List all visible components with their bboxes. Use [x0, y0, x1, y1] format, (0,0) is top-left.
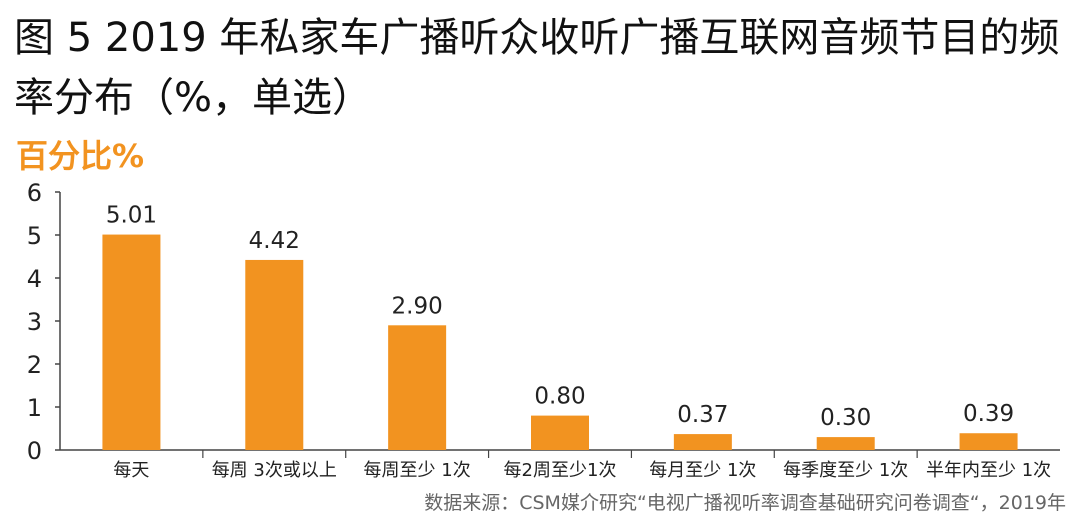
bar	[673, 434, 732, 450]
data-label: 2.90	[392, 293, 443, 319]
bar-chart: 0 1 2 3 4 5 6 5.01 每天 4.42 每周 3次或以上 2.90 每周至少 1次 0.80…	[27, 179, 1060, 481]
bar	[816, 437, 875, 450]
y-tick-label: 4	[27, 265, 42, 293]
data-label: 5.01	[106, 203, 157, 229]
x-tick-label: 每周 3次或以上	[212, 460, 337, 481]
data-label: 0.37	[677, 402, 728, 428]
y-tick-label: 0	[27, 437, 42, 465]
x-tick-label: 每月至少 1次	[649, 460, 756, 481]
data-label: 0.80	[534, 384, 585, 410]
y-axis-unit-label: 百分比%	[16, 137, 145, 175]
bar	[245, 259, 304, 450]
source-note: 数据来源：CSM媒介研究“电视广播视听率调查基础研究问卷调查“，2019年	[424, 492, 1066, 514]
bar	[959, 433, 1018, 450]
y-tick-label: 1	[27, 394, 42, 422]
y-tick-label: 6	[27, 179, 42, 207]
x-tick-label: 半年内至少 1次	[926, 460, 1051, 481]
x-tick-label: 每季度至少 1次	[783, 460, 908, 481]
y-tick-label: 2	[27, 351, 42, 379]
x-tick-label: 每天	[113, 460, 149, 481]
y-tick-label: 5	[27, 222, 42, 250]
bar	[388, 325, 447, 450]
chart-title: 图 5 2019 年私家车广播听众收听广播互联网音频节目的频率分布（%，单选）	[14, 15, 1060, 121]
x-tick-label: 每周至少 1次	[364, 460, 471, 481]
x-tick-label: 每2周至少1次	[504, 460, 617, 481]
data-label: 0.30	[820, 405, 871, 431]
data-label: 0.39	[963, 401, 1014, 427]
bar	[531, 415, 589, 450]
data-label: 4.42	[249, 228, 300, 254]
bar	[102, 234, 161, 450]
y-tick-label: 3	[27, 308, 42, 336]
